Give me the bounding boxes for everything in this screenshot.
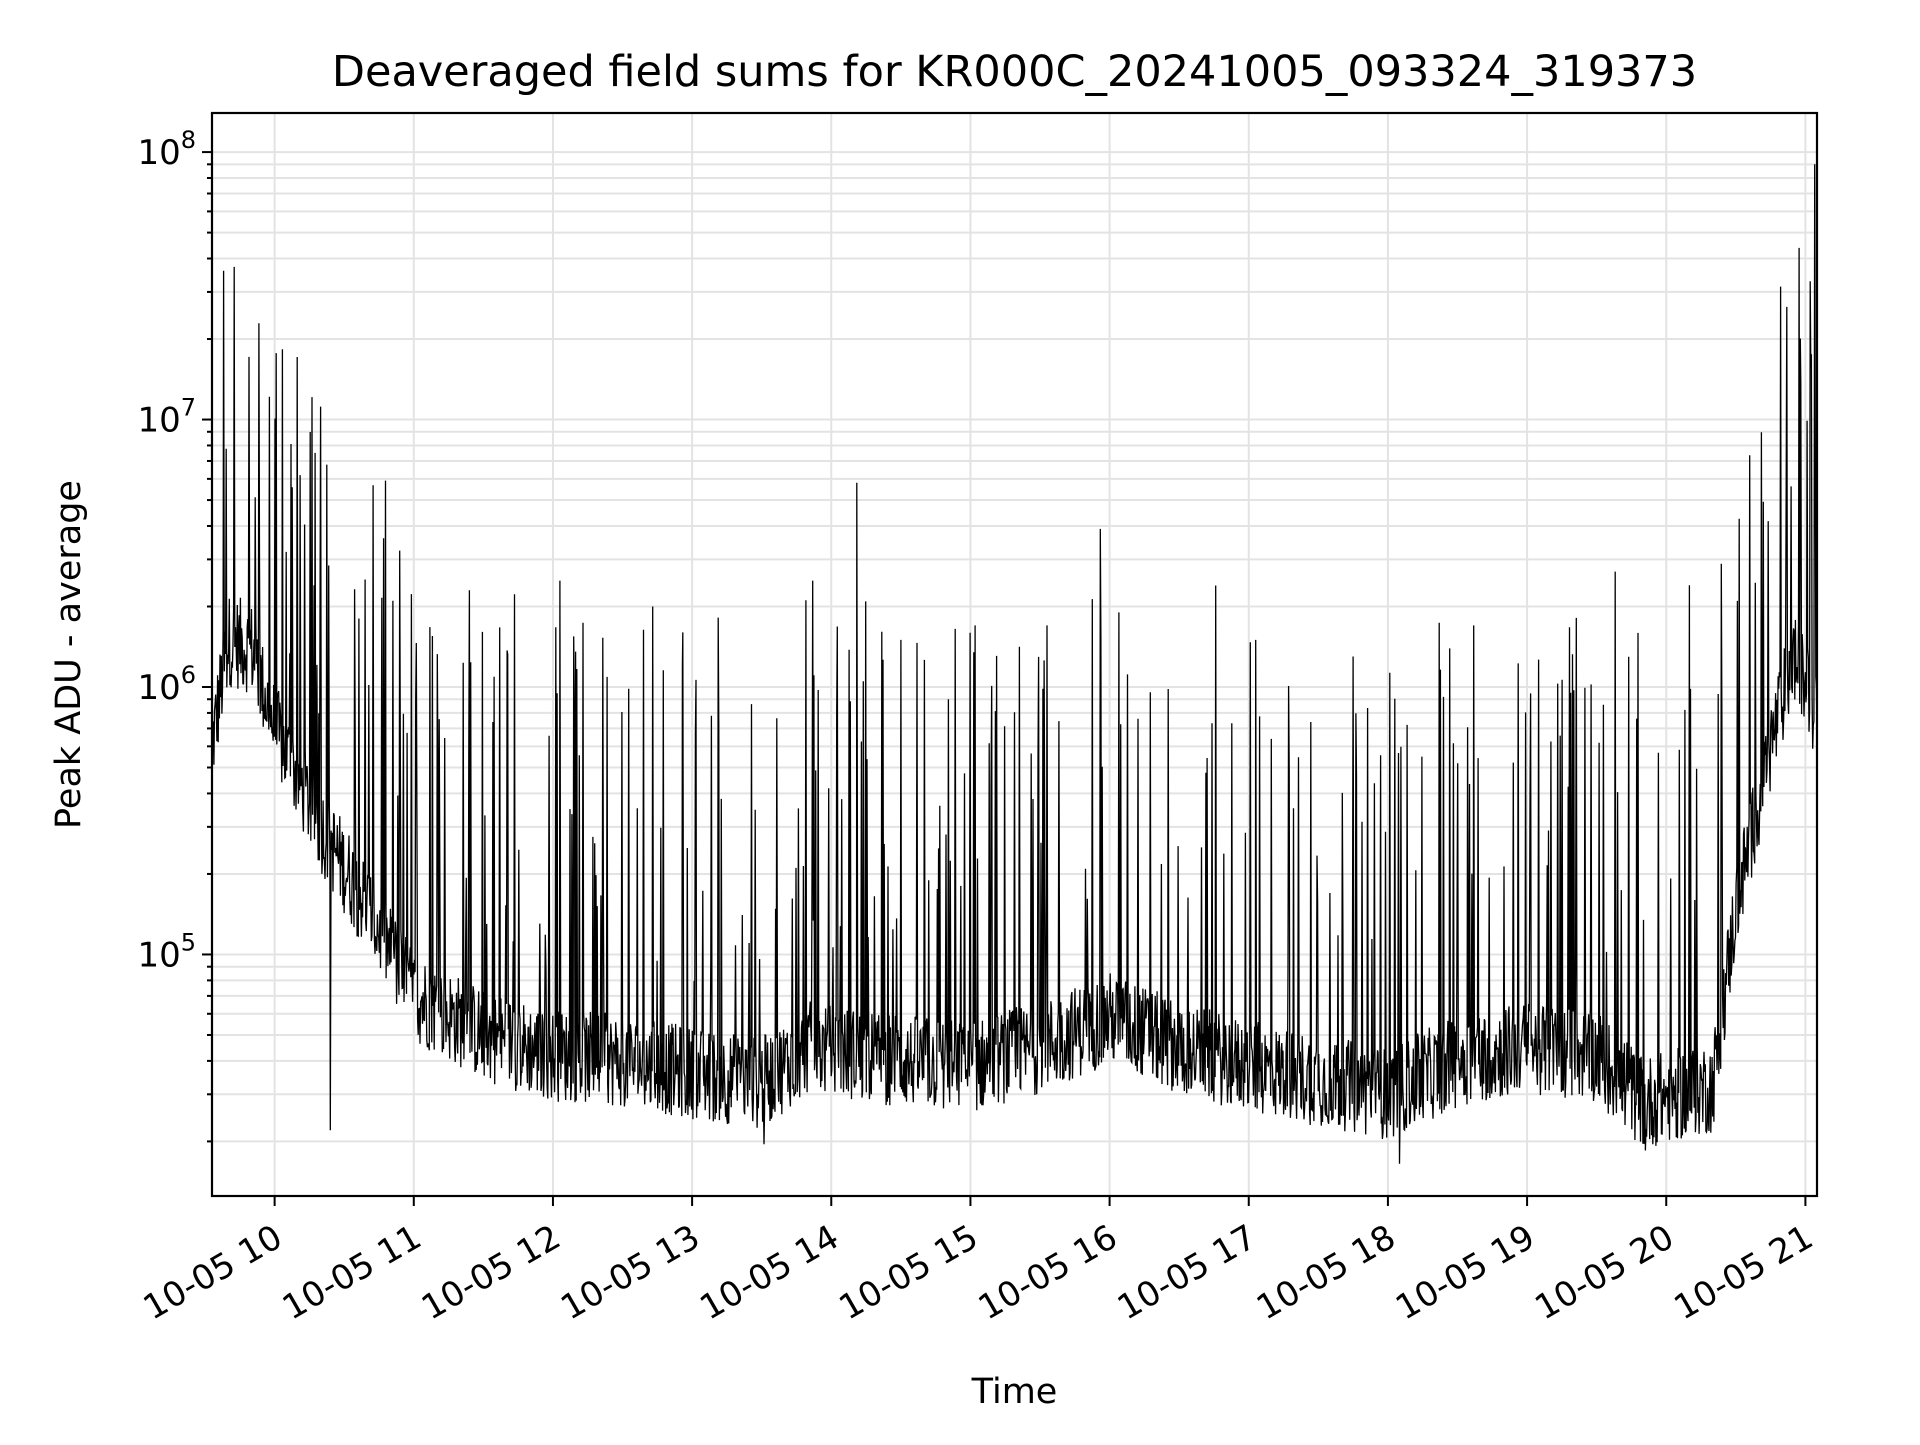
series-layer bbox=[212, 164, 1817, 1164]
y-axis-label: Peak ADU - average bbox=[49, 480, 89, 829]
y-tick-label: 106 bbox=[137, 661, 196, 708]
plot-frame bbox=[210, 111, 1819, 1198]
chart-title: Deaveraged field sums for KR000C_2024100… bbox=[332, 47, 1697, 97]
y-tick-label: 107 bbox=[137, 394, 196, 441]
y-tick-label: 108 bbox=[137, 126, 196, 173]
y-tick-label: 105 bbox=[137, 928, 196, 975]
series-line bbox=[212, 164, 1817, 1164]
x-axis-label: Time bbox=[971, 1372, 1058, 1412]
